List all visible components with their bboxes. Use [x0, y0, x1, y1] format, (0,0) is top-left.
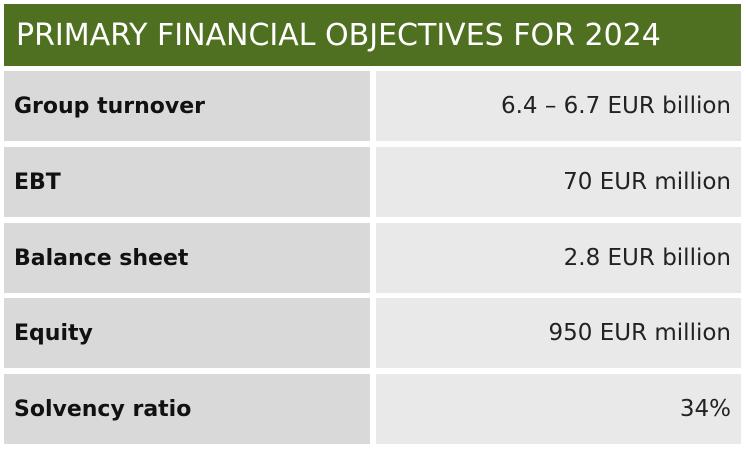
row-label-balance-sheet: Balance sheet [4, 223, 370, 293]
row-value-solvency-ratio: 34% [376, 374, 741, 444]
row-label-ebt: EBT [4, 147, 370, 217]
row-label-group-turnover: Group turnover [4, 71, 370, 141]
cell-divider [370, 71, 376, 141]
table-row: Equity 950 EUR million [4, 298, 741, 368]
row-value-ebt: 70 EUR million [376, 147, 741, 217]
table-row: EBT 70 EUR million [4, 147, 741, 217]
cell-divider [370, 147, 376, 217]
row-value-group-turnover: 6.4 – 6.7 EUR billion [376, 71, 741, 141]
row-value-equity: 950 EUR million [376, 298, 741, 368]
cell-divider [370, 298, 376, 368]
cell-divider [370, 223, 376, 293]
table-row: Solvency ratio 34% [4, 374, 741, 444]
table-row: Group turnover 6.4 – 6.7 EUR billion [4, 71, 741, 141]
cell-divider [370, 374, 376, 444]
row-value-balance-sheet: 2.8 EUR billion [376, 223, 741, 293]
table-title: PRIMARY FINANCIAL OBJECTIVES FOR 2024 [16, 17, 661, 53]
table-header: PRIMARY FINANCIAL OBJECTIVES FOR 2024 [4, 4, 741, 66]
row-label-solvency-ratio: Solvency ratio [4, 374, 370, 444]
row-label-equity: Equity [4, 298, 370, 368]
table-row: Balance sheet 2.8 EUR billion [4, 223, 741, 293]
